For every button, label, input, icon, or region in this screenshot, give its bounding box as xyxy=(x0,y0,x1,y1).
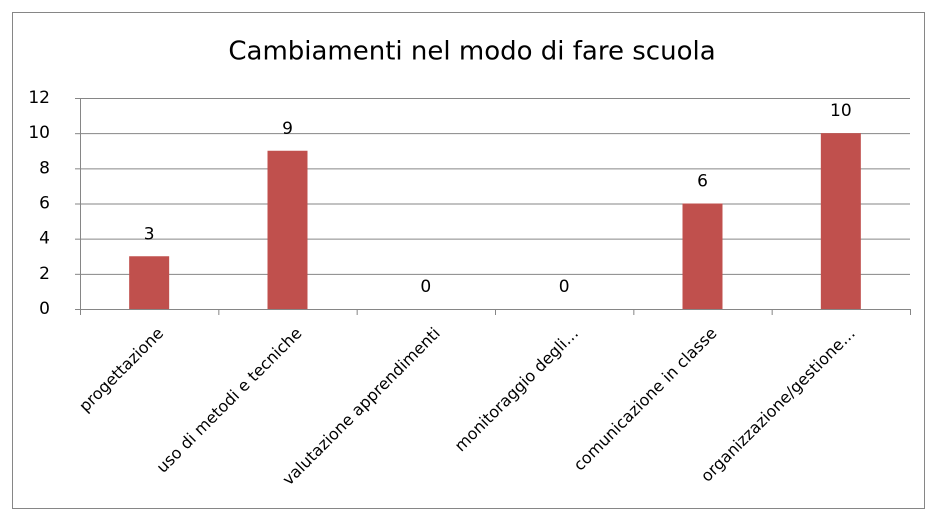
y-tick-label: 0 xyxy=(39,299,50,319)
chart-title: Cambiamenti nel modo di fare scuola xyxy=(228,37,715,67)
bar xyxy=(682,203,723,309)
bar xyxy=(820,133,861,309)
data-label: 0 xyxy=(420,277,431,297)
data-label: 3 xyxy=(144,224,155,244)
data-label: 9 xyxy=(282,119,293,139)
data-label: 6 xyxy=(697,172,708,192)
bar xyxy=(129,256,170,309)
y-tick-label: 2 xyxy=(39,264,50,284)
y-tick-label: 10 xyxy=(28,123,50,143)
y-tick-label: 4 xyxy=(39,229,50,249)
data-label: 10 xyxy=(830,101,852,121)
y-tick-label: 12 xyxy=(28,88,50,108)
bar xyxy=(267,150,308,309)
y-tick-label: 6 xyxy=(39,194,50,214)
y-tick-label: 8 xyxy=(39,158,50,178)
data-label: 0 xyxy=(559,277,570,297)
